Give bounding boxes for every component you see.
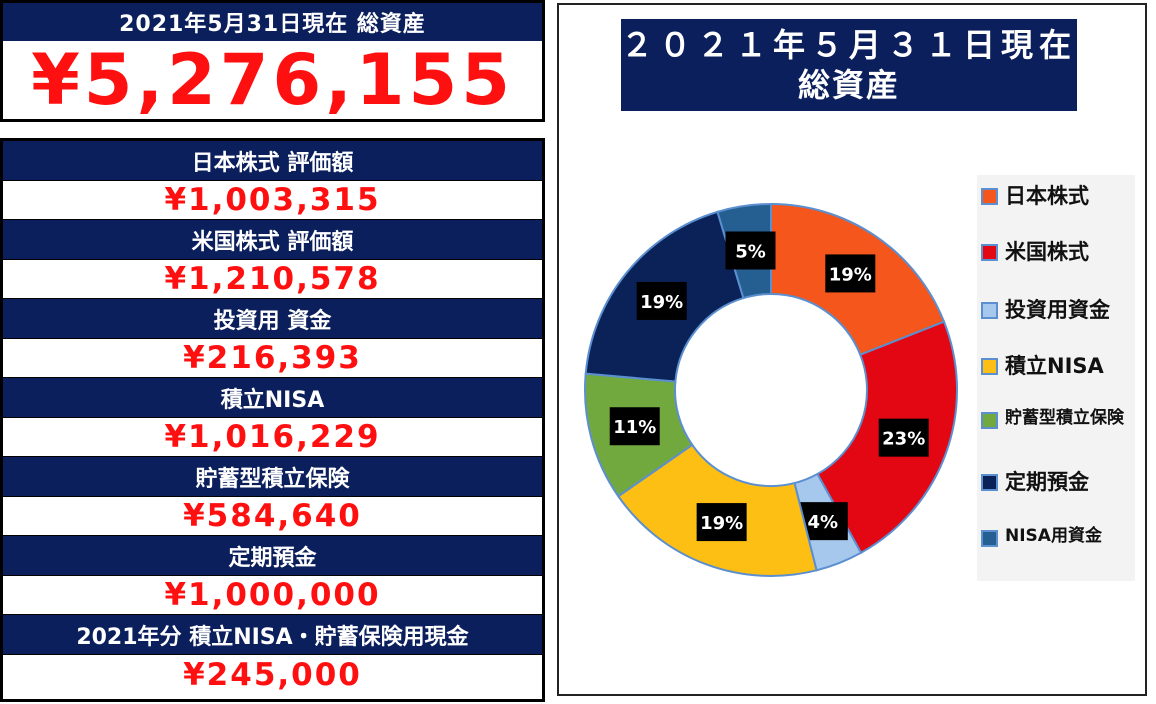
chart-title: ２０２１年５月３１日現在 総資産 bbox=[621, 19, 1077, 111]
data-label-text: 5% bbox=[735, 241, 766, 262]
data-label-text: 19% bbox=[829, 264, 872, 285]
legend-swatch bbox=[981, 412, 998, 429]
chart-title-label: 総資産 bbox=[797, 66, 900, 104]
data-label-6: 19% bbox=[636, 281, 687, 320]
chart-legend: 日本株式米国株式投資用資金積立NISA 貯蓄型積立保険定期預金 NISA用資金 bbox=[977, 175, 1135, 581]
data-label-box bbox=[878, 418, 929, 457]
asset-value-us-stocks: ¥1,210,578 bbox=[3, 260, 542, 299]
legend-swatch bbox=[981, 530, 998, 547]
asset-label-savings-insurance: 貯蓄型積立保険 bbox=[3, 457, 542, 497]
asset-value-savings-insurance: ¥584,640 bbox=[3, 497, 542, 536]
legend-label: 日本株式 bbox=[1005, 184, 1089, 208]
total-assets-panel: 2021年5月31日現在 総資産 ¥5,276,155 bbox=[0, 0, 545, 122]
total-assets-value: ¥5,276,155 bbox=[31, 39, 514, 121]
legend-item-2: 米国株式 bbox=[981, 239, 1089, 265]
total-assets-header: 2021年5月31日現在 総資産 bbox=[3, 3, 542, 41]
asset-value-nisa-cash: ¥245,000 bbox=[3, 655, 542, 694]
data-label-2: 23% bbox=[878, 418, 929, 457]
legend-item-3: 投資用資金 bbox=[981, 297, 1110, 323]
legend-swatch bbox=[981, 302, 998, 319]
data-label-text: 19% bbox=[700, 513, 743, 534]
data-label-4: 19% bbox=[696, 503, 747, 542]
data-label-box bbox=[636, 281, 687, 320]
data-label-text: 19% bbox=[640, 292, 683, 313]
asset-label-time-deposit: 定期預金 bbox=[3, 536, 542, 576]
data-label-text: 23% bbox=[882, 429, 925, 450]
data-label-box bbox=[725, 231, 776, 270]
asset-label-tsumitate-nisa: 積立NISA bbox=[3, 378, 542, 418]
asset-label-investment-funds: 投資用 資金 bbox=[3, 299, 542, 339]
legend-item-4: 積立NISA bbox=[981, 353, 1104, 379]
legend-swatch bbox=[981, 358, 998, 375]
legend-item-1: 日本株式 bbox=[981, 183, 1089, 209]
asset-label-nisa-cash: 2021年分 積立NISA・貯蓄保険用現金 bbox=[3, 615, 542, 655]
legend-label: 貯蓄型積立保険 bbox=[1005, 408, 1124, 428]
legend-swatch bbox=[981, 188, 998, 205]
data-label-text: 11% bbox=[613, 417, 656, 438]
legend-item-5: 貯蓄型積立保険 bbox=[981, 407, 1125, 429]
data-label-box bbox=[609, 407, 660, 446]
data-label-box bbox=[696, 503, 747, 542]
asset-value-time-deposit: ¥1,000,000 bbox=[3, 576, 542, 615]
legend-swatch bbox=[981, 244, 998, 261]
asset-allocation-chart: ２０２１年５月３１日現在 総資産 19% 23% 4% 19% 11% 19% 5% 日本株… bbox=[557, 3, 1147, 696]
donut-chart: 19% 23% 4% 19% 11% 19% 5% bbox=[584, 202, 958, 577]
chart-title-date: ２０２１年５月３１日現在 bbox=[621, 26, 1078, 64]
legend-label: 米国株式 bbox=[1005, 240, 1089, 264]
data-label-1: 19% bbox=[825, 254, 876, 293]
data-label-text: 4% bbox=[808, 512, 839, 533]
legend-swatch bbox=[981, 474, 998, 491]
data-label-box bbox=[825, 254, 876, 293]
asset-label-us-stocks: 米国株式 評価額 bbox=[3, 220, 542, 260]
asset-value-tsumitate-nisa: ¥1,016,229 bbox=[3, 418, 542, 457]
data-label-7: 5% bbox=[725, 231, 776, 270]
legend-label: 投資用資金 bbox=[1005, 298, 1110, 322]
asset-value-investment-funds: ¥216,393 bbox=[3, 339, 542, 378]
legend-label: 定期預金 bbox=[1005, 470, 1089, 494]
legend-item-7: NISA用資金 bbox=[981, 525, 1125, 547]
asset-label-japan-stocks: 日本株式 評価額 bbox=[3, 141, 542, 181]
data-label-3: 4% bbox=[797, 502, 848, 541]
asset-value-japan-stocks: ¥1,003,315 bbox=[3, 181, 542, 220]
legend-label: 積立NISA bbox=[1005, 354, 1104, 378]
legend-label: NISA用資金 bbox=[1005, 526, 1102, 546]
asset-breakdown-table: 日本株式 評価額 ¥1,003,315 米国株式 評価額 ¥1,210,578 … bbox=[0, 138, 545, 702]
legend-item-6: 定期預金 bbox=[981, 469, 1089, 495]
data-label-5: 11% bbox=[609, 407, 660, 446]
